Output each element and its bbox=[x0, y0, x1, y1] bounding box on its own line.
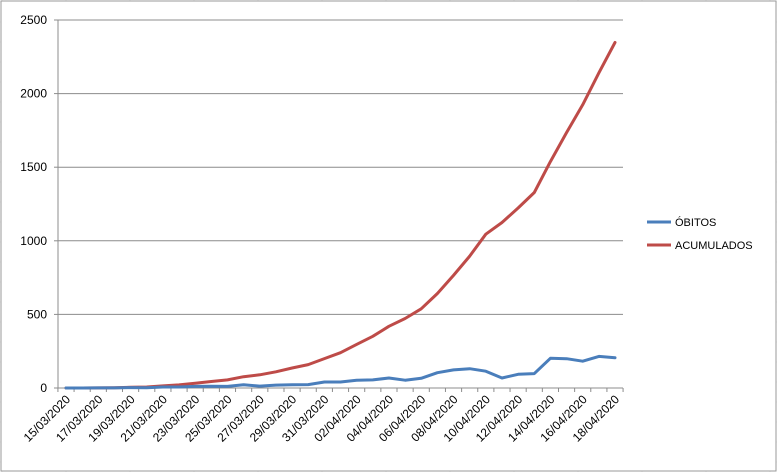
chart-series bbox=[64, 41, 617, 390]
y-tick-label: 2500 bbox=[20, 13, 47, 27]
series-line-obitos[interactable] bbox=[64, 354, 617, 390]
y-tick-label: 500 bbox=[27, 307, 47, 321]
chart-gridlines bbox=[58, 19, 623, 315]
chart-legend[interactable]: ÓBITOS ACUMULADOS bbox=[647, 216, 753, 252]
y-tick-label: 1500 bbox=[20, 160, 47, 174]
y-tick-label: 1000 bbox=[20, 234, 47, 248]
legend-label: ACUMULADOS bbox=[675, 240, 753, 252]
y-axis-ticks: 0 500 1000 1500 2000 2500 bbox=[20, 13, 58, 395]
legend-label: ÓBITOS bbox=[675, 216, 716, 229]
y-tick-label: 2000 bbox=[20, 87, 47, 101]
y-tick-label: 0 bbox=[40, 381, 47, 395]
